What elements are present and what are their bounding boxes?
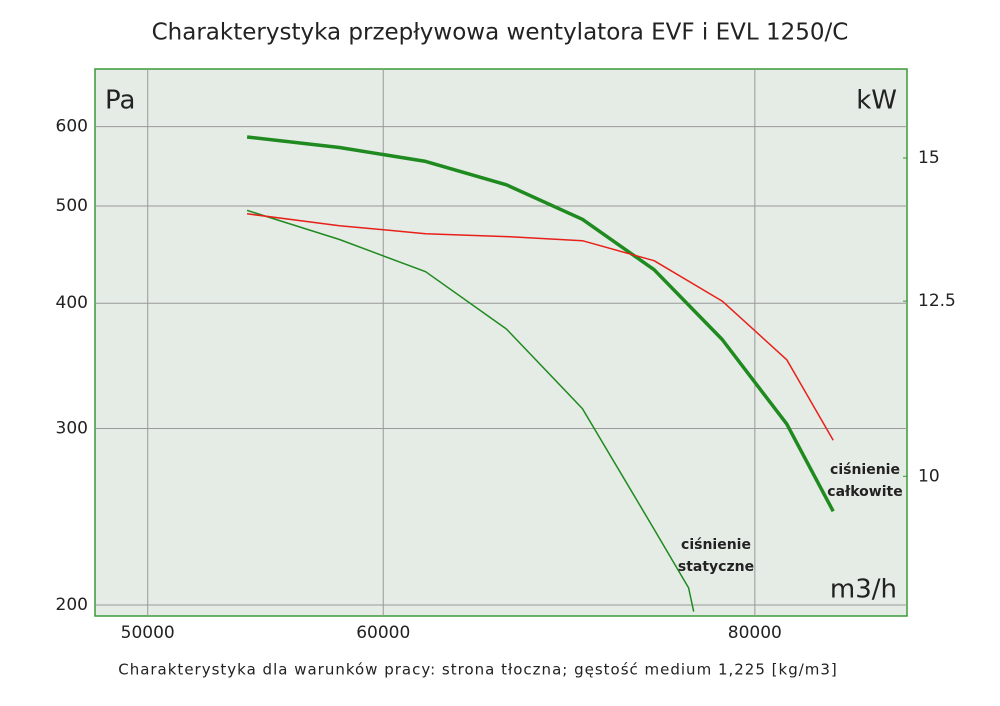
x-tick-label: 80000 (728, 623, 782, 643)
annotation: statyczne (678, 559, 754, 575)
y2-tick-label: 10 (918, 466, 940, 486)
y-axis-label: Pa (105, 86, 135, 116)
x-axis-label: m3/h (830, 575, 897, 605)
y2-tick-label: 12.5 (918, 291, 956, 311)
y-tick-label: 400 (56, 293, 88, 313)
y-tick-label: 600 (56, 117, 88, 137)
annotation: całkowite (827, 484, 902, 500)
series-line (246, 209, 695, 612)
y2-axis-label: kW (856, 86, 897, 116)
y-tick-label: 500 (56, 196, 88, 216)
y-tick-label: 200 (56, 595, 88, 615)
x-tick-label: 50000 (121, 623, 175, 643)
plot-area (94, 68, 908, 617)
y2-tick-label: 15 (918, 148, 940, 168)
series-line (247, 213, 834, 441)
annotation: ciśnienie (681, 537, 751, 553)
series-line (246, 135, 835, 513)
annotation: ciśnienie (830, 462, 900, 478)
chart-title: Charakterystyka przepływowa wentylatora … (152, 20, 849, 46)
y-tick-label: 300 (56, 418, 88, 438)
footnote: Charakterystyka dla warunków pracy: stro… (118, 661, 838, 679)
x-tick-label: 60000 (356, 623, 410, 643)
